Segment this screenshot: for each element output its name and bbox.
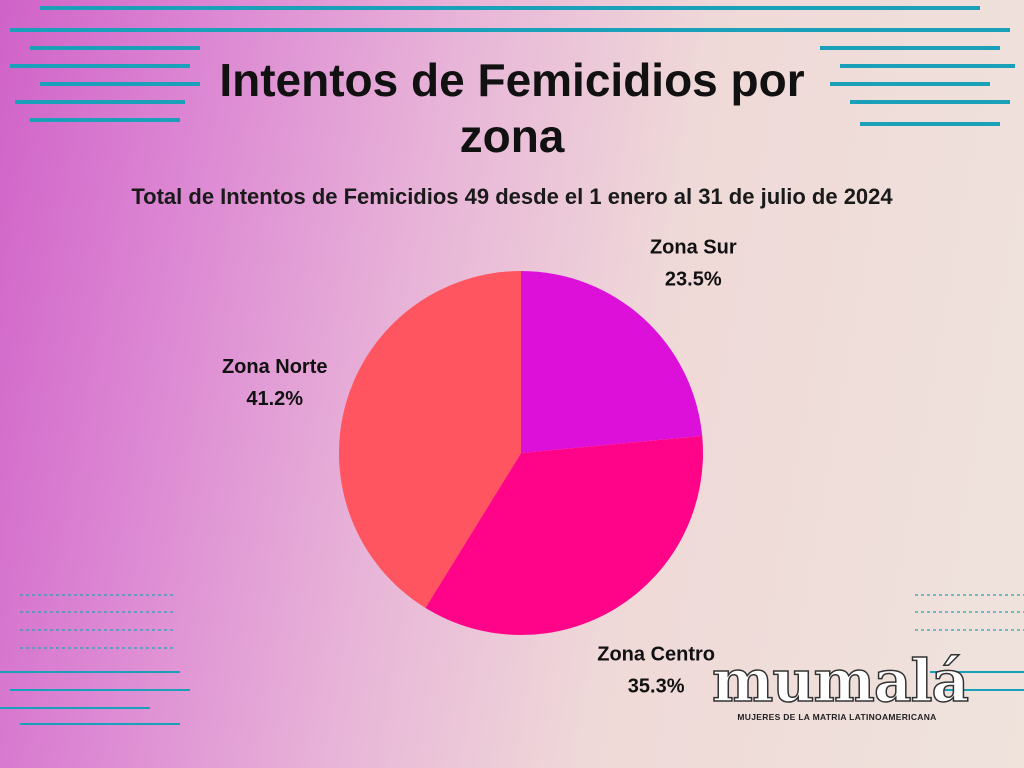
logo: mumalá MUJERES DE LA MATRIA LATINOAMERIC… xyxy=(711,647,970,722)
slice-label: Zona Centro xyxy=(597,643,715,665)
slice-value-label: 35.3% xyxy=(628,675,685,697)
pie-slice xyxy=(521,271,703,453)
logo-tagline: MUJERES DE LA MATRIA LATINOAMERICANA xyxy=(737,712,937,722)
chart-subtitle: Total de Intentos de Femicidios 49 desde… xyxy=(131,184,893,209)
chart-title: Intentos de Femicidios por zona xyxy=(219,54,805,162)
slice-label: Zona Sur xyxy=(650,237,737,259)
logo-name: mumalá xyxy=(711,647,970,715)
slice-label: Zona Norte xyxy=(222,356,328,378)
pie-slice xyxy=(425,435,703,635)
pie-slice xyxy=(339,271,521,608)
slice-value-label: 41.2% xyxy=(246,388,303,410)
slice-value-label: 23.5% xyxy=(665,269,722,291)
decoration xyxy=(0,6,1024,725)
